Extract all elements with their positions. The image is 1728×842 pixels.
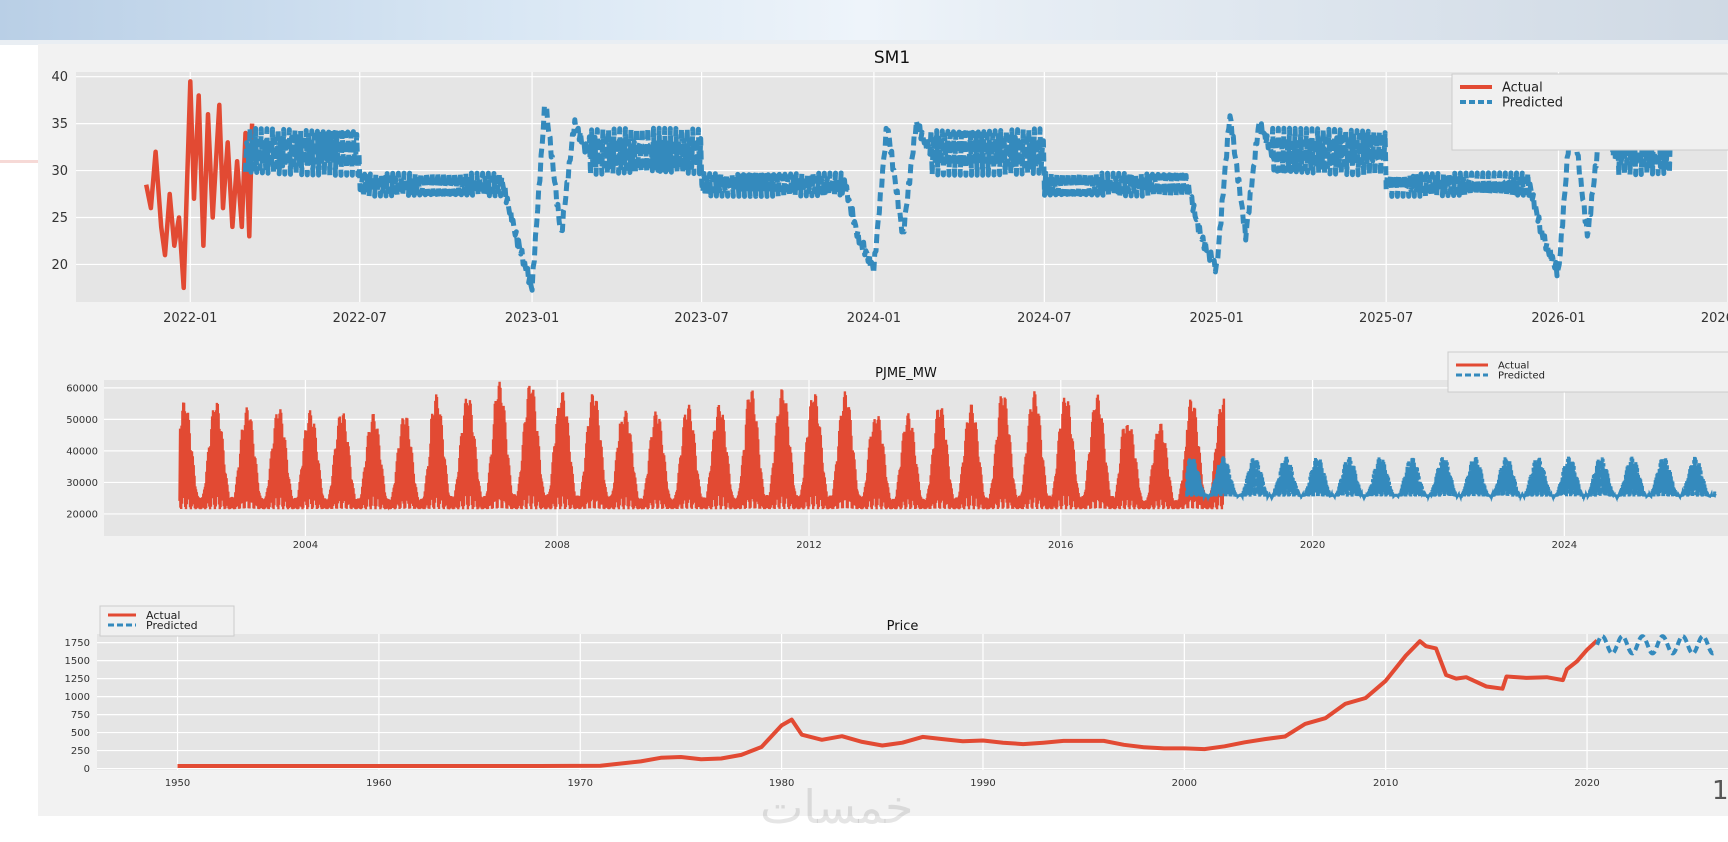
x-tick-label: 2023-07	[674, 311, 728, 326]
legend-box	[99, 605, 235, 637]
x-tick-label: 1950	[165, 778, 190, 789]
chart-title: PJME_MW	[875, 366, 937, 381]
plot-area	[97, 634, 1728, 770]
series-line-actual	[143, 79, 255, 291]
chart-title: SM1	[874, 48, 910, 68]
chart-price: 0 250 500 750 1000 1250 1500 1750 1950 1960 1970 19…	[65, 605, 1728, 789]
x-tick-label: 1960	[366, 778, 391, 789]
x-tick-label: 2026-01	[1531, 311, 1585, 326]
series-line-predicted	[1595, 634, 1716, 656]
x-tick-label: 2022-07	[333, 311, 387, 326]
chart-sm1: 20 25 30 35 40 2022-01 2022-07 2023-01 2023-07 20…	[51, 48, 1728, 326]
page-number: 1	[1712, 776, 1728, 806]
series-line-predicted	[1185, 456, 1717, 503]
x-tick-label: 2024-07	[1017, 311, 1071, 326]
x-tick-label: 2024	[1552, 540, 1577, 551]
y-tick-label: 50000	[66, 415, 98, 426]
x-tick-label: 2022-01	[163, 311, 217, 326]
legend-label-actual: Actual	[1502, 81, 1543, 96]
x-tick-label: 2025-07	[1359, 311, 1413, 326]
y-tick-label: 1750	[65, 638, 90, 649]
y-tick-label: 20	[51, 258, 68, 273]
y-tick-label: 500	[71, 728, 90, 739]
y-tick-label: 60000	[66, 383, 98, 394]
series-group	[143, 79, 1673, 293]
y-tick-label: 35	[51, 117, 68, 132]
x-tick-label: 2008	[544, 540, 569, 551]
x-tick-label: 2000	[1172, 778, 1197, 789]
x-tick-label: 2004	[293, 540, 318, 551]
y-tick-label: 40000	[66, 446, 98, 457]
x-tick-label: 2016	[1048, 540, 1073, 551]
y-tick-label: 250	[71, 746, 90, 757]
slide-left-rule	[0, 160, 38, 163]
x-tick-label: 2020	[1300, 540, 1325, 551]
series-group	[178, 381, 1717, 511]
y-tick-label: 1500	[65, 656, 90, 667]
y-tick-label: 1000	[65, 692, 90, 703]
series-line-predicted	[243, 103, 1673, 293]
legend-box	[1451, 73, 1728, 151]
y-tick-label: 0	[84, 764, 90, 775]
y-tick-label: 30000	[66, 478, 98, 489]
slide-header-accent	[0, 40, 1728, 45]
series-line-actual	[178, 381, 1226, 511]
chart-pjme-mw: 20000 30000 40000 50000 60000 2004 2008 2012 201…	[66, 351, 1728, 551]
x-tick-label: 2012	[796, 540, 821, 551]
x-tick-label: 2024-01	[847, 311, 901, 326]
series-group	[177, 634, 1716, 768]
y-tick-label: 750	[71, 710, 90, 721]
legend-box	[1447, 351, 1728, 393]
x-tick-label: 2010	[1373, 778, 1398, 789]
series-line-actual	[177, 639, 1599, 768]
y-tick-label: 30	[51, 164, 68, 179]
legend-label-predicted: Predicted	[146, 619, 198, 632]
legend-label-actual: Actual	[146, 609, 180, 622]
x-tick-label: 1970	[568, 778, 593, 789]
y-tick-label: 25	[51, 211, 68, 226]
legend-label-predicted: Predicted	[1502, 96, 1563, 111]
x-tick-label: 1980	[769, 778, 794, 789]
y-tick-label: 1250	[65, 674, 90, 685]
x-tick-label: 2023-01	[505, 311, 559, 326]
watermark-logo: خمسات	[760, 780, 914, 834]
y-tick-label: 40	[51, 70, 68, 85]
legend-label-actual: Actual	[1498, 361, 1529, 372]
x-tick-label: 2026-07	[1701, 311, 1728, 326]
chart-title: Price	[887, 619, 919, 634]
y-tick-label: 20000	[66, 509, 98, 520]
legend-label-predicted: Predicted	[1498, 371, 1545, 382]
x-tick-label: 2025-01	[1190, 311, 1244, 326]
x-tick-label: 1990	[970, 778, 995, 789]
x-tick-label: 2020	[1574, 778, 1599, 789]
slide-header-banner	[0, 0, 1728, 44]
